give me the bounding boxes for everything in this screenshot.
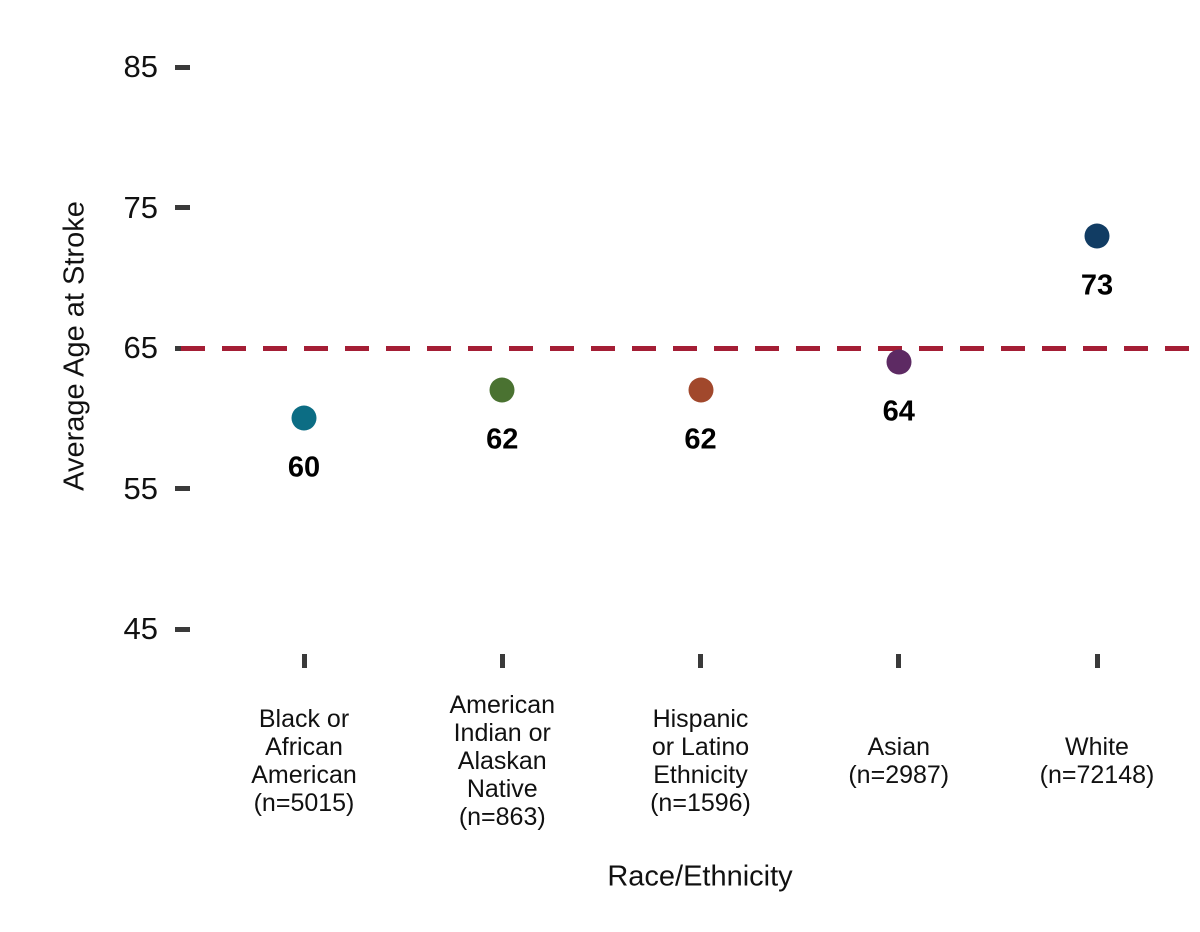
category-label-line: (n=72148): [1039, 761, 1155, 789]
average-age-at-stroke-chart: Average Age at Stroke 45 55 65 75 85 Black o…: [40, 16, 1200, 916]
y-axis-tick: [175, 64, 190, 70]
category-label-line: American: [251, 761, 357, 789]
category-label-line: (n=2987): [848, 761, 950, 789]
data-point-value-label: 62: [486, 423, 519, 456]
y-axis-tick-label: 75: [123, 189, 158, 225]
category-label-line: Black or: [258, 705, 350, 733]
category-label-line: Hispanic: [652, 705, 749, 733]
x-axis-tick: [698, 654, 703, 668]
x-axis-tick: [896, 654, 902, 668]
category-label-line: (n=5015): [253, 789, 355, 817]
data-point-value-label: 64: [882, 395, 915, 428]
category-label-line: (n=1596): [650, 789, 751, 817]
y-axis-tick: [175, 486, 190, 491]
data-point-value-label: 62: [684, 423, 717, 456]
data-point: [886, 349, 912, 375]
category-label-line: or Latino: [651, 733, 750, 761]
x-axis-title: Race/Ethnicity: [607, 860, 793, 893]
category-label-line: (n=863): [458, 803, 546, 831]
y-axis-tick-label: 45: [123, 611, 158, 646]
y-axis-tick: [175, 205, 190, 210]
category-label-line: Alaskan: [457, 747, 547, 775]
x-axis-tick: [499, 654, 505, 668]
category-label-line: African: [265, 733, 343, 761]
y-axis-tick-label: 55: [123, 470, 158, 506]
category-label: American Indian or Alaskan Native (n=863): [449, 691, 555, 831]
category-label-line: American: [449, 691, 556, 719]
category-label-line: Indian or: [453, 719, 551, 747]
y-axis-tick-label: 85: [123, 49, 158, 84]
reference-line: [181, 345, 1200, 351]
data-point: [688, 377, 713, 403]
category-label: White (n=72148): [1040, 733, 1155, 789]
x-axis-tick: [301, 654, 307, 668]
y-axis-tick: [175, 626, 190, 632]
category-label-line: Asian: [867, 733, 931, 761]
category-label-line: Ethnicity: [653, 761, 748, 789]
data-point: [1084, 223, 1110, 249]
x-axis-tick: [1094, 654, 1100, 668]
data-point: [489, 377, 515, 403]
category-label: Asian (n=2987): [848, 733, 949, 789]
category-label-line: Native: [466, 775, 538, 803]
category-label: Black or African American (n=5015): [251, 705, 357, 817]
category-label-line: White: [1065, 733, 1129, 761]
y-axis-tick-label: 65: [123, 330, 158, 365]
data-point-value-label: 73: [1080, 269, 1114, 302]
data-point-value-label: 60: [287, 451, 321, 484]
category-label: Hispanic or Latino Ethnicity (n=1596): [650, 705, 751, 817]
data-point: [291, 405, 317, 431]
